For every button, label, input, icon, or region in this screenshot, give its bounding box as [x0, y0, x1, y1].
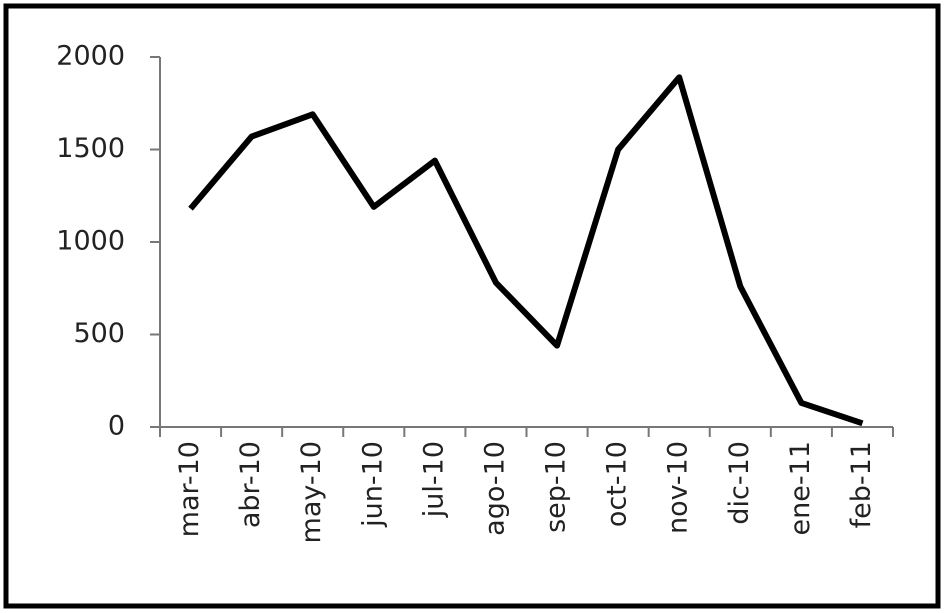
- y-tick-label: 500: [73, 318, 125, 349]
- y-tick-label: 0: [108, 411, 125, 442]
- y-tick-label: 2000: [56, 41, 125, 72]
- x-tick-label: nov-10: [663, 441, 694, 534]
- x-tick-label: sep-10: [541, 441, 572, 533]
- x-tick-label: abr-10: [235, 441, 266, 528]
- y-tick-label: 1500: [56, 133, 125, 164]
- x-tick-label: jun-10: [357, 441, 388, 528]
- y-tick-label: 1000: [56, 226, 125, 257]
- line: [188, 74, 864, 427]
- x-tick-label: mar-10: [174, 441, 205, 537]
- x-tick-label: may-10: [296, 441, 327, 543]
- x-tick-label: feb-11: [846, 441, 877, 528]
- x-tick-label: dic-10: [724, 441, 755, 525]
- x-tick-label: ago-10: [479, 441, 510, 536]
- x-tick-label: jul-10: [418, 441, 449, 518]
- x-tick-label: ene-11: [785, 441, 816, 535]
- chart-border: [3, 3, 941, 609]
- x-tick-label: oct-10: [602, 441, 633, 527]
